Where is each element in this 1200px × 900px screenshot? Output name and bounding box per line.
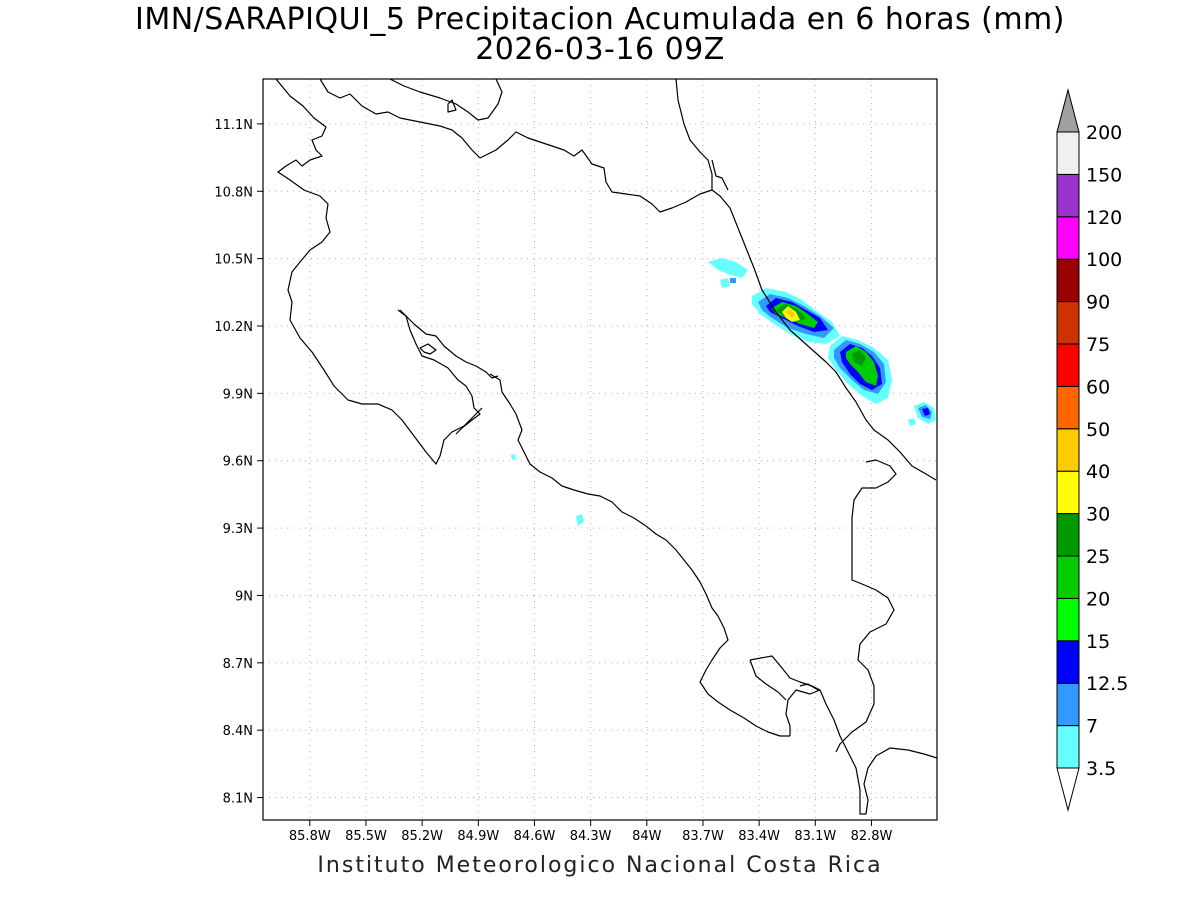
- colorbar-box: [1056, 428, 1080, 472]
- precip-cell-25: [852, 350, 866, 366]
- costa-rica-nicaragua-border: [479, 131, 713, 213]
- lon-tick-label: 85.2W: [401, 829, 443, 844]
- colorbar-box: [1056, 258, 1080, 303]
- lat-tick-label: 11.1N: [214, 118, 253, 133]
- lon-tick-label: 84W: [632, 829, 662, 844]
- precip-cell-3p5: [511, 454, 516, 460]
- nicaragua-border: [275, 78, 483, 465]
- colorbar-label: 3.5: [1086, 758, 1116, 780]
- colorbar-label: 30: [1086, 504, 1110, 526]
- precip-cell-3p5: [720, 278, 730, 288]
- lat-tick-label: 10.2N: [214, 320, 253, 335]
- precip-cell-3p5: [908, 418, 916, 426]
- axis-labels: 85.8W 85.5W 85.2W 84.9W 84.6W 84.3W 84W 83.7W 83…: [214, 118, 892, 844]
- precip-cell-3p5: [708, 258, 748, 278]
- colorbar-label: 100: [1086, 249, 1122, 271]
- lon-tick-label: 82.8W: [851, 829, 893, 844]
- lake-nicaragua-shore: [319, 78, 481, 159]
- colorbar-label: 15: [1086, 631, 1110, 653]
- plot-frame: [262, 78, 938, 821]
- lat-tick-label: 9.3N: [223, 522, 253, 537]
- colorbar-label: 150: [1086, 164, 1122, 186]
- colorbar-box: [1056, 725, 1080, 769]
- lon-tick-label: 84.9W: [457, 829, 499, 844]
- lat-tick-label: 10.8N: [214, 185, 253, 200]
- lat-tick-label: 9.6N: [223, 455, 253, 470]
- colorbar-box: [1056, 640, 1080, 684]
- colorbar-box: [1056, 131, 1080, 175]
- colorbar-label: 75: [1086, 334, 1110, 356]
- lake-nicaragua-shore: [389, 78, 503, 121]
- colorbar-label: 200: [1086, 122, 1122, 144]
- colorbar-label: 90: [1086, 292, 1110, 314]
- colorbar-box: [1056, 555, 1080, 599]
- colorbar-box: [1056, 173, 1080, 218]
- colorbar-label: 25: [1086, 546, 1110, 568]
- colorbar-label: 12.5: [1086, 673, 1128, 695]
- colorbar-box: [1056, 470, 1080, 515]
- colorbar-box: [1056, 216, 1080, 260]
- coast-detail: [799, 683, 819, 691]
- colorbar-box: [1056, 343, 1080, 387]
- map-title: IMN/SARAPIQUI_5 Precipitacion Acumulada …: [135, 2, 1065, 37]
- precip-cell-3p5: [576, 514, 584, 526]
- plot-area: [263, 79, 937, 820]
- colorbar-box: [1056, 385, 1080, 430]
- caribbean-coast: [675, 78, 937, 481]
- colorbar-high-extend: [1056, 88, 1080, 133]
- colorbar-box: [1056, 597, 1080, 642]
- lat-tick-label: 8.7N: [223, 657, 253, 672]
- colorbar-box: [1056, 301, 1080, 345]
- colorbar-box: [1056, 682, 1080, 727]
- colorbar-label: 7: [1086, 716, 1098, 738]
- coastlines: [275, 78, 938, 815]
- lat-tick-label: 9.9N: [223, 387, 253, 402]
- lat-tick-label: 8.1N: [223, 792, 253, 807]
- lon-tick-label: 83.4W: [738, 829, 780, 844]
- panama-border: [835, 459, 897, 753]
- colorbar-low-extend: [1056, 767, 1080, 812]
- lat-tick-label: 8.4N: [223, 724, 253, 739]
- colorbar-label: 50: [1086, 419, 1110, 441]
- gulf-of-nicoya: [397, 309, 481, 435]
- precip-cell-7: [730, 278, 736, 283]
- precipitation-field: [511, 258, 936, 526]
- lon-tick-label: 83.1W: [794, 829, 836, 844]
- credit-text: Instituto Meteorologico Nacional Costa R…: [317, 853, 883, 878]
- lon-tick-label: 83.7W: [682, 829, 724, 844]
- caribbean-coast-detail: [711, 159, 729, 191]
- lon-tick-label: 85.8W: [289, 829, 331, 844]
- island: [447, 99, 457, 113]
- precip-cell-40: [786, 309, 795, 318]
- colorbar-label: 40: [1086, 461, 1110, 483]
- lon-tick-label: 84.6W: [514, 829, 556, 844]
- lon-tick-label: 84.3W: [570, 829, 612, 844]
- pacific-coast: [489, 373, 790, 737]
- burica-peninsula: [819, 689, 938, 815]
- lon-tick-label: 85.5W: [345, 829, 387, 844]
- colorbar-label: 60: [1086, 376, 1110, 398]
- colorbar-label: 120: [1086, 207, 1122, 229]
- chira-island: [419, 343, 437, 355]
- precip-cell-12p5: [922, 408, 930, 416]
- lat-tick-label: 10.5N: [214, 253, 253, 268]
- lat-tick-label: 9N: [235, 589, 253, 604]
- map-valid-time: 2026-03-16 09Z: [475, 32, 725, 67]
- golfo-dulce: [749, 659, 787, 701]
- colorbar-label: 20: [1086, 588, 1110, 610]
- gulf-of-nicoya: [399, 309, 499, 379]
- colorbar-box: [1056, 513, 1080, 557]
- colorbar: 3.5 7 12.5 15 20 25 30 40 50 60 75 90 100 120 150 200: [1056, 88, 1128, 812]
- graticule: [263, 79, 937, 820]
